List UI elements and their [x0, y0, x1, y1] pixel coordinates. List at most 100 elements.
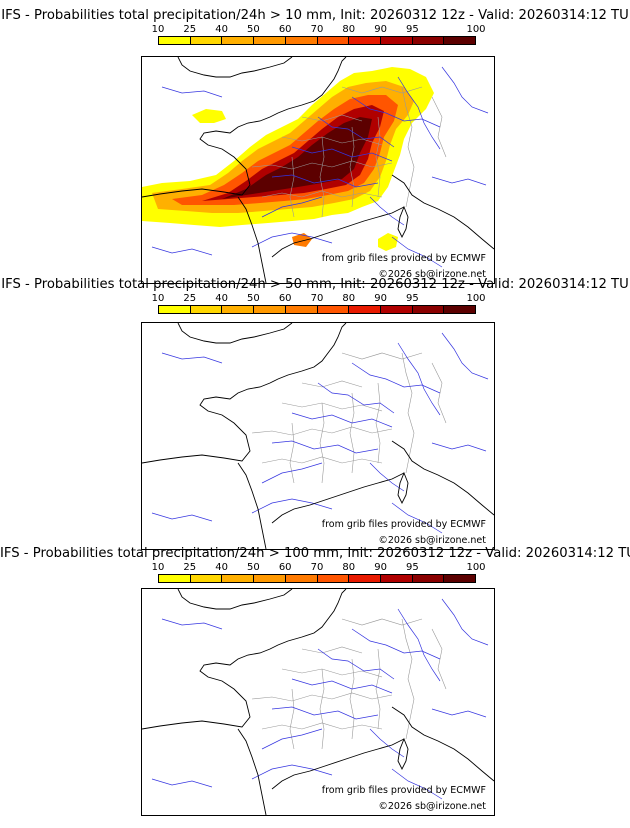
river-line [251, 764, 333, 780]
precipitation-map: from grib files provided by ECMWF ©2026 … [141, 322, 495, 550]
precip-area [222, 117, 372, 199]
colorbar-tick-label: 10 [151, 562, 165, 573]
admin-border-line [251, 426, 393, 436]
colorbar-swatch [412, 306, 445, 313]
colorbar-swatch [317, 306, 350, 313]
admin-border-line [301, 114, 363, 122]
coastline [237, 728, 267, 815]
river-line [397, 342, 441, 416]
colorbar-swatch [412, 37, 445, 44]
panel-title: IFS - Probabilities total precipitation/… [0, 546, 630, 561]
coastline [142, 589, 347, 730]
river-line [291, 678, 393, 694]
river-line [391, 502, 443, 534]
colorbar-tick-label: 70 [310, 293, 324, 304]
river-line [431, 176, 487, 186]
colorbar-tick-label: 90 [374, 562, 387, 573]
colorbar-swatch [349, 575, 381, 582]
colorbar-swatch [190, 306, 223, 313]
admin-border-line [261, 190, 383, 198]
colorbar-tick-label: 40 [215, 24, 228, 35]
river-line [271, 706, 379, 720]
admin-border-line [301, 380, 363, 388]
admin-border-line [301, 646, 363, 654]
admin-border-line [341, 618, 423, 626]
colorbar-tick-label: 80 [342, 293, 356, 304]
admin-border-line [375, 648, 381, 730]
admin-border-line [319, 136, 325, 218]
admin-border-line [401, 352, 415, 474]
river-line [161, 86, 223, 98]
river-line [317, 382, 395, 414]
colorbar-tick-label: 80 [342, 24, 356, 35]
colorbar-swatch [285, 37, 318, 44]
colorbar-swatch [349, 306, 381, 313]
colorbar-tick-label: 100 [466, 562, 486, 573]
river-line [369, 462, 405, 492]
colorbar-swatch [159, 306, 191, 313]
coastline [271, 738, 405, 790]
colorbar-boxes [158, 36, 476, 45]
river-line [261, 196, 323, 218]
colorbar-tick-label: 100 [466, 24, 486, 35]
coastline [391, 440, 494, 516]
colorbar-labels: 10 25 40 50 60 70 80 90 95 100 [152, 293, 486, 306]
forecast-panel-100mm: IFS - Probabilities total precipitation/… [0, 546, 630, 822]
river-line [431, 442, 487, 452]
river-line [441, 598, 489, 646]
river-line [369, 196, 405, 226]
river-line [441, 332, 489, 380]
colorbar-swatch [254, 306, 286, 313]
colorbar-tick-label: 90 [374, 293, 387, 304]
colorbar-swatch [159, 37, 191, 44]
river-line [151, 246, 213, 256]
river-line [397, 76, 441, 150]
admin-border-line [289, 156, 295, 218]
coastline [271, 206, 405, 258]
precipitation-map: from grib files provided by ECMWF ©2026 … [141, 56, 495, 284]
coastline [177, 57, 293, 78]
river-line [261, 462, 323, 484]
colorbar-tick-label: 25 [183, 293, 197, 304]
river-line [161, 618, 223, 630]
river-line [271, 440, 379, 454]
forecast-panel-10mm: IFS - Probabilities total precipitation/… [0, 8, 630, 284]
source-credit: from grib files provided by ECMWF [321, 253, 486, 264]
river-line [151, 512, 213, 522]
panel-title: IFS - Probabilities total precipitation/… [1, 8, 629, 23]
colorbar-boxes [158, 305, 476, 314]
colorbar-tick-label: 70 [310, 562, 324, 573]
colorbar-swatch [190, 575, 223, 582]
colorbar-tick-label: 90 [374, 24, 387, 35]
admin-border-line [401, 618, 415, 740]
colorbar-tick-label: 10 [151, 293, 165, 304]
river-line [261, 728, 323, 750]
admin-border-line [341, 352, 423, 360]
river-line [351, 96, 441, 128]
source-credit: from grib files provided by ECMWF [321, 519, 486, 530]
river-line [391, 236, 443, 268]
colorbar-swatch [222, 37, 255, 44]
colorbar-tick-label: 95 [406, 24, 419, 35]
colorbar-tick-label: 25 [183, 24, 197, 35]
admin-border-line [261, 722, 383, 730]
coastline [142, 57, 347, 198]
admin-border-line [281, 136, 383, 146]
colorbar-swatch [412, 575, 445, 582]
river-line [291, 412, 393, 428]
colorbar-swatch [317, 37, 350, 44]
colorbar-tick-label: 70 [310, 24, 324, 35]
admin-border-line [289, 688, 295, 750]
admin-border-line [375, 116, 381, 198]
copyright-credit: ©2026 sb@irizone.net [378, 801, 486, 812]
colorbar-swatch [222, 575, 255, 582]
colorbar-boxes [158, 574, 476, 583]
colorbar-tick-label: 50 [247, 293, 260, 304]
admin-border-line [319, 402, 325, 484]
colorbar-swatch [380, 575, 413, 582]
island-outline [397, 205, 409, 239]
admin-border-line [341, 86, 423, 94]
river-line [317, 116, 395, 148]
river-line [369, 728, 405, 758]
colorbar-labels: 10 25 40 50 60 70 80 90 95 100 [152, 562, 486, 575]
